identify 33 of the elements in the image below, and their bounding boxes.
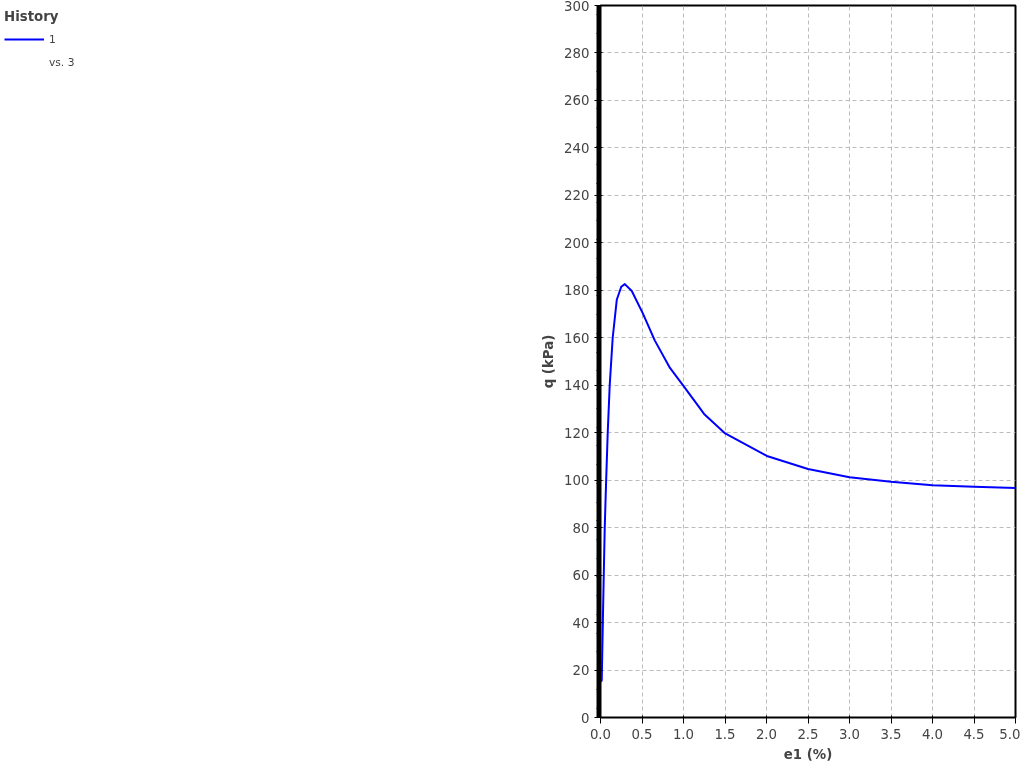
- y-tick-label: 280: [564, 45, 590, 61]
- y-tick-label: 0: [581, 710, 590, 726]
- x-tick-label: 3.0: [838, 726, 861, 742]
- legend-label: 1: [49, 32, 56, 46]
- x-tick-label: 2.0: [755, 726, 778, 742]
- y-tick-label: 200: [564, 235, 590, 251]
- x-axis-title: e1 (%): [783, 746, 833, 762]
- legend-title: History: [4, 9, 60, 24]
- y-tick-label: 20: [572, 663, 590, 679]
- x-tick-label: 1.5: [714, 726, 736, 742]
- x-tick-label: 0.5: [631, 726, 653, 742]
- x-tick-label: 4.0: [921, 726, 944, 742]
- y-tick-label: 40: [572, 615, 590, 631]
- x-tick-label: 4.5: [963, 726, 985, 742]
- x-tick-label: 2.5: [797, 726, 819, 742]
- y-tick-label: 60: [572, 568, 590, 584]
- x-tick-label: 3.5: [880, 726, 902, 742]
- y-tick-label: 240: [564, 140, 590, 156]
- y-tick-label: 180: [564, 283, 590, 299]
- x-tick-label: 5.0: [999, 726, 1021, 742]
- y-axis-title: q (kPa): [541, 334, 557, 389]
- y-tick-label: 300: [564, 0, 590, 14]
- y-tick-label: 220: [564, 188, 590, 204]
- y-tick-label: 120: [564, 425, 590, 441]
- y-tick-label: 260: [564, 93, 590, 109]
- x-tick-label: 0.0: [589, 726, 612, 742]
- line-series: [600, 283, 1016, 683]
- y-tick-label: 160: [564, 330, 590, 346]
- y-tick-label: 140: [564, 378, 590, 394]
- y-tick-label: 100: [564, 473, 590, 489]
- text: vs. 3: [49, 55, 75, 69]
- y-tick-label: 80: [572, 520, 590, 536]
- x-tick-label: 1.0: [672, 726, 695, 742]
